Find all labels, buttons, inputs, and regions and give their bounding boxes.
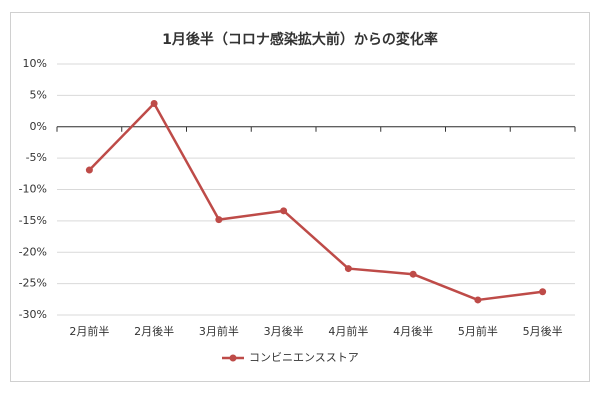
x-tick-label: 2月後半	[134, 324, 174, 338]
y-tick-label: -10%	[19, 183, 47, 196]
x-tick-label: 5月後半	[523, 324, 563, 338]
point	[409, 270, 417, 278]
x-tick-label: 4月前半	[328, 324, 368, 338]
point	[150, 100, 158, 108]
legend-marker	[229, 354, 237, 362]
point	[539, 288, 547, 296]
y-tick-label: 5%	[30, 88, 47, 101]
chart-title: 1月後半（コロナ感染拡大前）からの変化率	[162, 31, 438, 48]
x-tick-label: 3月前半	[199, 324, 239, 338]
y-tick-label: -5%	[26, 151, 47, 164]
x-tick-label: 5月前半	[458, 324, 498, 338]
y-tick-label: 0%	[30, 120, 47, 133]
y-tick-label: -25%	[19, 277, 47, 290]
line	[88, 102, 543, 302]
chart-border	[10, 12, 590, 382]
point	[280, 207, 288, 215]
x-tick-label: 4月後半	[393, 324, 433, 338]
legend-label: コンビニエンスストア	[249, 351, 359, 364]
x-tick-label: 2月前半	[69, 324, 109, 338]
y-tick-label: -30%	[19, 308, 47, 321]
point	[215, 216, 223, 224]
y-tick-label: 10%	[23, 57, 47, 70]
point	[344, 265, 352, 273]
point	[85, 166, 93, 174]
point	[474, 296, 482, 304]
y-tick-label: -20%	[19, 245, 47, 258]
y-tick-label: -15%	[19, 214, 47, 227]
x-tick-label: 3月後半	[264, 324, 304, 338]
